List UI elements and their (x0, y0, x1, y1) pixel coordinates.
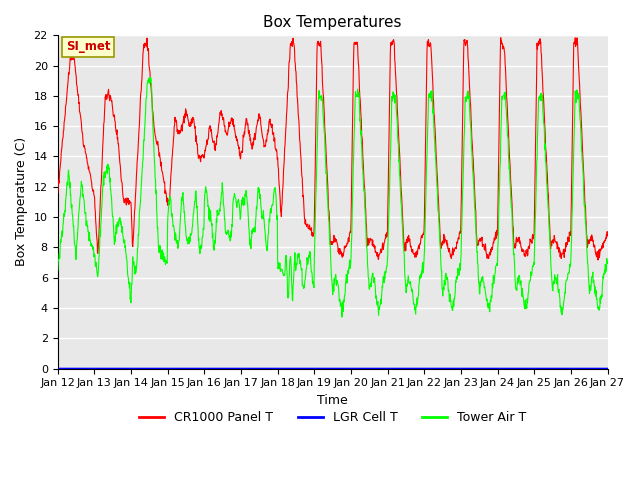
Text: SI_met: SI_met (66, 40, 110, 53)
Y-axis label: Box Temperature (C): Box Temperature (C) (15, 137, 28, 266)
X-axis label: Time: Time (317, 394, 348, 407)
Title: Box Temperatures: Box Temperatures (263, 15, 402, 30)
Legend: CR1000 Panel T, LGR Cell T, Tower Air T: CR1000 Panel T, LGR Cell T, Tower Air T (134, 406, 531, 429)
